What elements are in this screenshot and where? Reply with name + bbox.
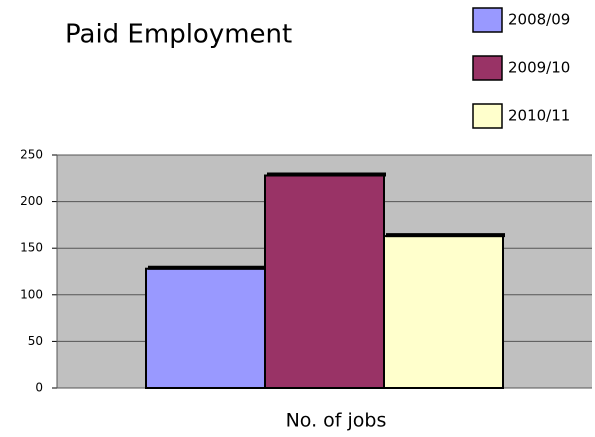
legend-swatch	[472, 103, 503, 129]
x-axis-label: No. of jobs	[286, 410, 387, 432]
legend-swatch	[472, 55, 503, 81]
chart-title: Paid Employment	[65, 20, 292, 50]
y-tick-label: 150	[20, 241, 43, 255]
bar	[264, 174, 385, 389]
y-tick-label: 50	[28, 334, 43, 348]
y-tick-label: 200	[20, 194, 43, 208]
legend-swatch	[472, 7, 503, 33]
bar	[383, 235, 504, 389]
y-tick-label: 250	[20, 148, 43, 162]
y-tick-label: 100	[20, 287, 43, 301]
y-tick-label: 0	[35, 381, 43, 395]
legend-label: 2008/09	[508, 11, 570, 29]
bar	[145, 267, 266, 390]
legend-label: 2010/11	[508, 107, 570, 125]
legend-label: 2009/10	[508, 59, 570, 77]
